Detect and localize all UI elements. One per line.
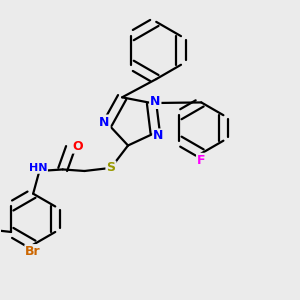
Text: S: S [106, 161, 116, 174]
Text: N: N [153, 129, 164, 142]
Text: F: F [197, 154, 206, 167]
Text: O: O [72, 140, 83, 153]
Text: N: N [150, 95, 160, 108]
Text: Br: Br [25, 245, 41, 258]
Text: N: N [99, 116, 110, 128]
Text: HN: HN [28, 163, 47, 173]
